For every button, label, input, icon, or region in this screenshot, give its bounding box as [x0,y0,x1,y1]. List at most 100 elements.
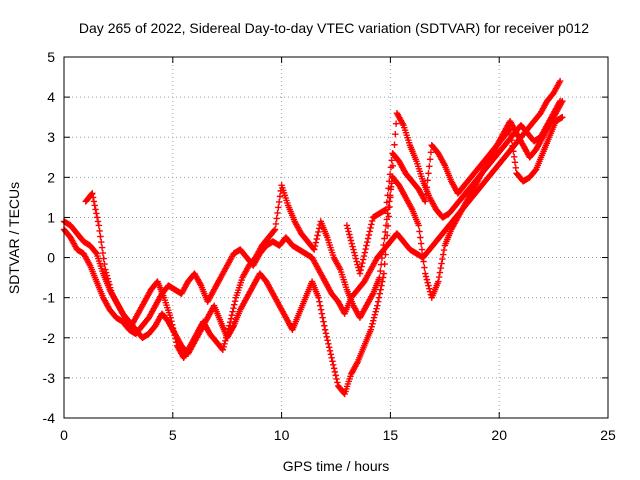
data-point [315,228,322,236]
data-point [100,255,107,262]
data-point [328,354,335,362]
data-point [323,333,330,340]
data-point [229,308,236,315]
data-point [357,266,364,274]
data-point [420,258,427,265]
data-point [387,164,395,171]
data-point [92,206,99,213]
data-point [172,335,179,342]
data-point [351,252,359,259]
data-point [325,340,332,347]
data-point [317,306,325,313]
data-point [272,220,280,228]
y-tick-label: 2 [47,169,55,185]
data-point [507,131,515,138]
y-tick-label: -1 [43,290,56,306]
data-point [382,228,389,236]
data-point [364,235,372,242]
data-point [360,252,368,260]
data-point [423,276,431,283]
data-point [372,308,379,315]
data-point [371,311,379,318]
data-point [353,258,360,265]
data-point [368,217,376,225]
data-point [222,337,229,344]
y-tick-label: 4 [47,89,55,105]
data-point [379,248,386,255]
data-point [93,210,100,217]
x-axis-label: GPS time / hours [283,458,390,474]
data-point [386,178,393,185]
data-point [370,314,378,321]
data-point [226,319,234,326]
x-tick-label: 5 [169,427,177,443]
data-point [347,237,355,244]
data-point [375,294,383,301]
data-point [380,270,388,277]
data-point [321,326,329,333]
data-point [425,282,432,289]
data-point [344,225,351,232]
data-point [367,326,375,333]
data-point [231,297,239,305]
data-point [102,269,110,276]
data-point [349,243,356,250]
data-point [417,234,424,241]
data-point [318,310,326,317]
data-point [365,231,373,239]
data-point [559,113,566,121]
data-point [368,323,375,330]
data-point [437,264,444,272]
data-point [321,322,328,329]
data-point [358,263,365,270]
data-point [99,249,107,257]
data-point [361,249,369,256]
data-point [107,287,115,294]
data-point [418,246,426,253]
data-point [367,224,374,232]
data-point [506,127,513,134]
y-tick-label: 3 [47,129,55,145]
data-point [311,246,318,253]
data-point [90,198,98,205]
data-point [225,325,232,332]
data-point [92,249,100,256]
data-point [312,239,320,246]
data-point [275,198,283,206]
data-point [315,294,322,301]
series-track-4 [343,113,566,277]
data-point [95,222,103,229]
data-point [374,302,381,309]
data-point [370,317,377,324]
data-point [271,226,279,233]
data-point [380,241,387,249]
data-point [423,184,431,191]
data-point [94,218,102,225]
data-point [228,312,236,319]
data-point [105,278,112,285]
data-point [311,242,319,250]
data-point [324,337,331,344]
data-point [91,202,98,209]
data-point [438,260,445,267]
data-point [219,346,227,354]
y-tick-label: -3 [43,370,56,386]
data-point [331,368,339,376]
data-point [106,281,113,288]
data-point [271,227,278,234]
data-point [102,266,109,273]
data-point [377,261,385,268]
data-point [422,198,429,205]
data-point [89,194,97,201]
data-point [230,304,237,312]
x-tick-label: 15 [383,427,399,443]
data-point [506,126,514,133]
data-point [422,270,429,277]
data-point [392,120,400,127]
data-point [362,245,369,253]
data-point [226,322,233,329]
data-point [508,137,515,144]
y-tick-label: -2 [43,330,56,346]
data-point [354,261,361,268]
data-point [419,252,426,259]
